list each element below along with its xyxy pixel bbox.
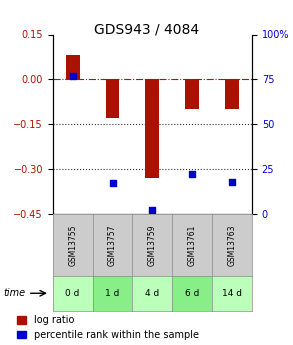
Text: 0 d: 0 d (65, 289, 80, 298)
Text: GSM13757: GSM13757 (108, 224, 117, 266)
Bar (105, 79, 120, 118)
Point (190, 172, 195, 177)
Bar (225, 79, 239, 109)
Point (110, 181, 115, 186)
Text: GSM13763: GSM13763 (228, 224, 236, 266)
Point (150, 208, 155, 213)
Text: 14 d: 14 d (222, 289, 242, 298)
Bar (185, 79, 199, 109)
Text: time: time (3, 288, 25, 298)
Text: 4 d: 4 d (145, 289, 159, 298)
Text: GSM13755: GSM13755 (68, 224, 77, 266)
Text: GSM13759: GSM13759 (148, 224, 157, 266)
Legend: log ratio, percentile rank within the sample: log ratio, percentile rank within the sa… (17, 315, 199, 340)
Text: 6 d: 6 d (185, 289, 200, 298)
Bar (66, 56, 80, 79)
Text: GSM13761: GSM13761 (188, 224, 197, 266)
Bar (145, 79, 159, 178)
Point (230, 179, 234, 184)
Point (70, 73, 75, 79)
Text: GDS943 / 4084: GDS943 / 4084 (94, 22, 199, 37)
Text: 1 d: 1 d (105, 289, 120, 298)
